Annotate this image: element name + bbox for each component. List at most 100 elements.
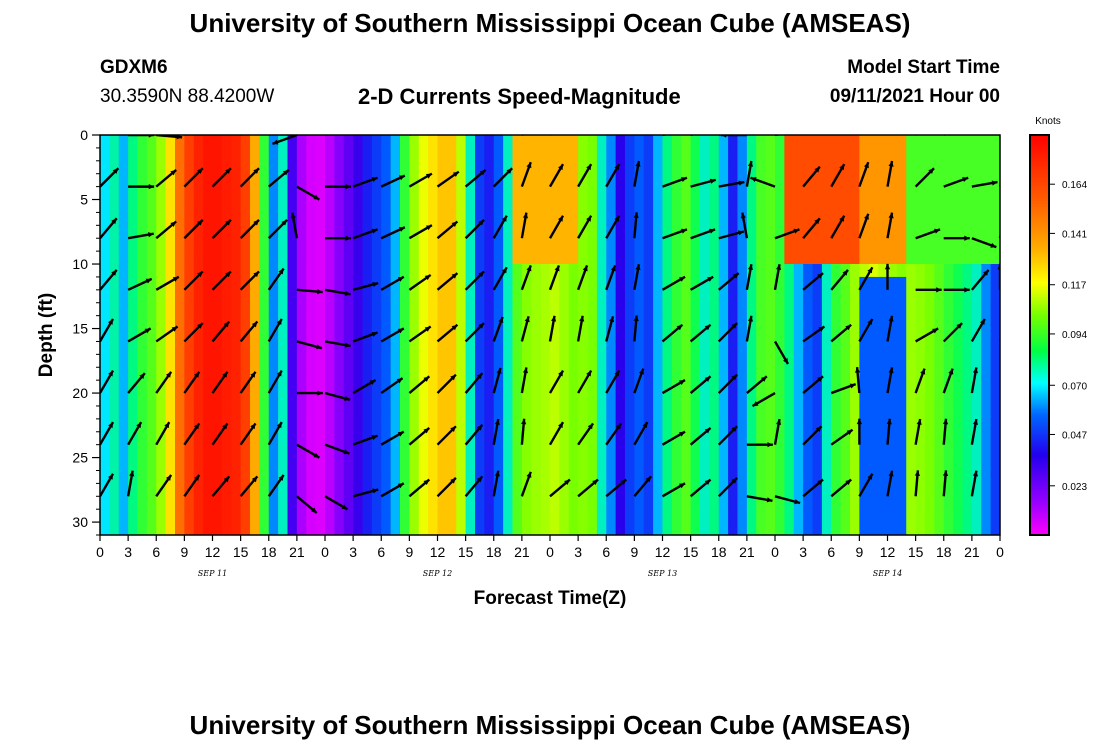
heat-cell bbox=[625, 509, 635, 523]
heat-cell bbox=[512, 509, 523, 523]
heat-cell bbox=[362, 238, 373, 252]
heat-cell bbox=[718, 225, 729, 239]
heat-cell bbox=[475, 483, 485, 497]
heat-cell bbox=[240, 496, 251, 510]
heat-cell bbox=[250, 470, 260, 484]
heat-cell bbox=[512, 341, 523, 355]
heat-cell bbox=[512, 483, 523, 497]
heat-cell bbox=[343, 186, 354, 201]
heat-cell bbox=[981, 431, 992, 446]
heat-cell bbox=[146, 147, 157, 162]
heat-cell bbox=[503, 418, 514, 433]
heat-cell bbox=[221, 276, 232, 291]
heat-cell bbox=[371, 509, 382, 523]
heat-cell bbox=[456, 225, 467, 239]
heat-cell bbox=[484, 147, 495, 162]
heat-cell bbox=[371, 470, 382, 484]
heat-cell bbox=[503, 457, 514, 472]
heat-cell bbox=[934, 341, 945, 355]
heat-cell bbox=[831, 251, 842, 265]
heat-cell bbox=[756, 302, 767, 317]
heat-cell bbox=[437, 522, 448, 535]
heat-cell bbox=[868, 212, 879, 226]
heat-cell bbox=[850, 289, 860, 304]
heat-cell bbox=[465, 264, 476, 278]
heat-cell bbox=[465, 457, 476, 472]
heat-cell bbox=[690, 302, 701, 317]
heat-cell bbox=[737, 173, 748, 188]
heat-cell bbox=[259, 393, 270, 407]
heat-cell bbox=[690, 276, 701, 291]
heat-cell bbox=[943, 470, 954, 484]
heat-cell bbox=[137, 173, 148, 188]
heat-cell bbox=[250, 225, 260, 239]
heat-cell bbox=[325, 186, 335, 201]
heat-cell bbox=[906, 315, 917, 330]
heat-cell bbox=[990, 212, 1000, 226]
heat-cell bbox=[840, 160, 851, 175]
heat-cell bbox=[259, 173, 270, 188]
heat-cell bbox=[578, 470, 589, 484]
heat-cell bbox=[381, 354, 392, 368]
heat-cell bbox=[381, 160, 392, 175]
heat-cell bbox=[334, 135, 345, 149]
heat-cell bbox=[765, 444, 776, 459]
heat-cell bbox=[812, 405, 823, 420]
heat-cell bbox=[184, 289, 195, 304]
heat-cell bbox=[568, 199, 579, 214]
current-vector bbox=[942, 470, 949, 497]
heat-cell bbox=[531, 405, 542, 420]
heat-cell bbox=[296, 509, 307, 523]
heat-cell bbox=[475, 444, 485, 459]
heat-cell bbox=[287, 328, 298, 343]
heat-cell bbox=[446, 367, 457, 381]
heat-cell bbox=[287, 496, 298, 510]
heat-cell bbox=[634, 212, 645, 226]
heat-cell bbox=[700, 509, 710, 523]
heat-cell bbox=[475, 470, 485, 484]
heat-cell bbox=[109, 225, 120, 239]
heat-cell bbox=[231, 212, 242, 226]
heat-cell bbox=[634, 173, 645, 188]
heat-cell bbox=[906, 522, 917, 535]
heat-cell bbox=[418, 496, 429, 510]
heat-cell bbox=[915, 418, 926, 433]
heat-cell bbox=[737, 393, 748, 407]
heat-cell bbox=[287, 147, 298, 162]
heat-cell bbox=[643, 147, 654, 162]
heat-cell bbox=[850, 509, 860, 523]
heat-cell bbox=[212, 444, 223, 459]
heat-cell bbox=[268, 354, 279, 368]
heat-cell bbox=[203, 405, 214, 420]
heat-cell bbox=[775, 418, 785, 433]
heat-cell bbox=[109, 341, 120, 355]
heat-cell bbox=[840, 315, 851, 330]
heat-cell bbox=[428, 264, 439, 278]
heat-cell bbox=[268, 431, 279, 446]
heat-cell bbox=[681, 354, 692, 368]
heat-cell bbox=[531, 276, 542, 291]
heat-cell bbox=[550, 186, 560, 201]
heat-cell bbox=[803, 405, 814, 420]
heat-cell bbox=[306, 302, 317, 317]
heat-cell bbox=[203, 496, 214, 510]
heat-cell bbox=[831, 302, 842, 317]
heat-cell bbox=[953, 367, 964, 381]
heat-cell bbox=[212, 160, 223, 175]
heat-cell bbox=[437, 444, 448, 459]
heat-cell bbox=[943, 418, 954, 433]
heat-cell bbox=[475, 496, 485, 510]
heat-cell bbox=[100, 367, 110, 381]
heat-cell bbox=[259, 264, 270, 278]
heat-cell bbox=[700, 418, 710, 433]
x-tick-label: 3 bbox=[799, 544, 807, 560]
heat-cell bbox=[925, 483, 935, 497]
heat-cell bbox=[128, 393, 139, 407]
heat-cell bbox=[531, 289, 542, 304]
heat-cell bbox=[446, 238, 457, 252]
heat-cell bbox=[437, 212, 448, 226]
heat-cell bbox=[184, 251, 195, 265]
current-vector bbox=[633, 421, 649, 446]
heat-cell bbox=[765, 238, 776, 252]
heat-cell bbox=[156, 367, 167, 381]
